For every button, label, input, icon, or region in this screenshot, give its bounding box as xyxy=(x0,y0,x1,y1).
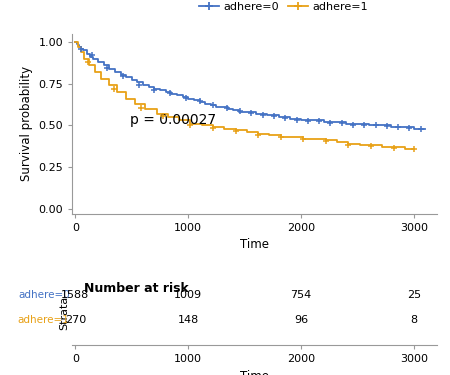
X-axis label: Time: Time xyxy=(240,370,269,375)
Text: adhere=0: adhere=0 xyxy=(18,290,70,300)
Legend: adhere=0, adhere=1: adhere=0, adhere=1 xyxy=(194,0,372,16)
Y-axis label: Survival probability: Survival probability xyxy=(20,66,33,181)
X-axis label: Time: Time xyxy=(240,238,269,251)
Text: adhere=1: adhere=1 xyxy=(18,315,70,325)
Text: 8: 8 xyxy=(410,315,418,325)
Text: 148: 148 xyxy=(178,315,199,325)
Text: Number at risk: Number at risk xyxy=(85,282,189,295)
Text: 96: 96 xyxy=(294,315,308,325)
Text: 754: 754 xyxy=(290,290,312,300)
Y-axis label: Strata: Strata xyxy=(59,296,69,330)
Text: 270: 270 xyxy=(65,315,86,325)
Text: 1588: 1588 xyxy=(61,290,90,300)
Text: 25: 25 xyxy=(407,290,421,300)
Text: 1009: 1009 xyxy=(174,290,202,300)
Text: p = 0.00027: p = 0.00027 xyxy=(130,113,216,127)
